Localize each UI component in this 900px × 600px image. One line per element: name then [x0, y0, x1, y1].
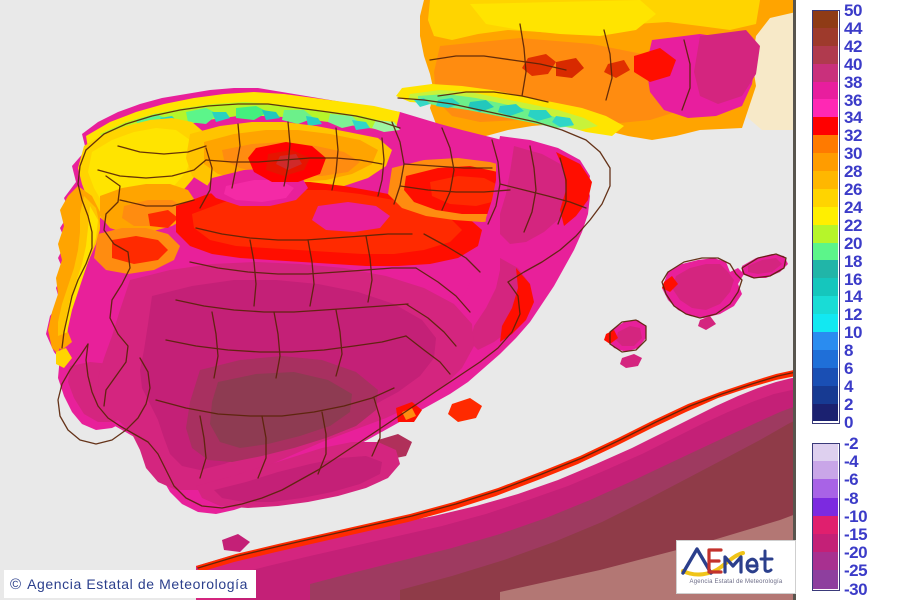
- colorbar-band-2-to-0: [812, 403, 838, 422]
- colorbar-tick-20: 20: [844, 233, 862, 253]
- colorbar-tick-26: 26: [844, 180, 862, 199]
- colorbar-tick-40: 40: [844, 54, 862, 74]
- colorbar-band-14-to-12: [812, 296, 838, 315]
- colorbar-tick-16: 16: [844, 269, 862, 289]
- colorbar-tick-4: 4: [844, 376, 853, 396]
- colorbar-tick-32: 32: [844, 126, 862, 146]
- colorbar-tick-10: 10: [844, 323, 862, 343]
- colorbar-tick-28: 28: [844, 162, 862, 182]
- colorbar-cold-bands: [812, 443, 838, 589]
- colorbar-band--20-to--25: [812, 552, 838, 571]
- colorbar-band-50-to-44: [812, 10, 838, 28]
- aemet-tagline: Agencia Estatal de Meteorología: [689, 579, 783, 585]
- colorbar-band-36-to-34: [812, 99, 838, 118]
- colorbar-band-8-to-6: [812, 349, 838, 368]
- colorbar-band-34-to-32: [812, 117, 838, 136]
- colorbar-band-6-to-4: [812, 367, 838, 386]
- colorbar-band-38-to-36: [812, 81, 838, 100]
- colorbar-tick-2: 2: [844, 394, 853, 414]
- colorbar-tick-6: 6: [844, 359, 853, 378]
- colorbar-tick-18: 18: [844, 251, 862, 271]
- aemet-logo: Agencia Estatal de Meteorología: [676, 540, 796, 594]
- copyright-text: Agencia Estatal de Meteorología: [27, 576, 249, 592]
- colorbar-tick-22: 22: [844, 215, 862, 235]
- copyright-icon: ©: [10, 575, 22, 593]
- colorbar-band-24-to-22: [812, 206, 838, 225]
- colorbar-band--4-to--6: [812, 461, 838, 480]
- colorbar-tick--4: -4: [844, 452, 859, 472]
- aemet-wordmark-icon: [681, 547, 774, 577]
- colorbar-tick--25: -25: [844, 561, 868, 581]
- colorbar-band-28-to-26: [812, 171, 838, 189]
- colorbar-band-26-to-24: [812, 188, 838, 207]
- colorbar-tick-42: 42: [844, 36, 862, 56]
- colorbar-band-40-to-38: [812, 63, 838, 82]
- colorbar-band-10-to-8: [812, 332, 838, 350]
- colorbar-tick--15: -15: [844, 525, 868, 544]
- colorbar-tick--10: -10: [844, 506, 868, 526]
- colorbar-band-42-to-40: [812, 45, 838, 64]
- colorbar-band-22-to-20: [812, 224, 838, 243]
- colorbar-band-20-to-18: [812, 242, 838, 261]
- colorbar-band-18-to-16: [812, 260, 838, 279]
- colorbar-band-4-to-2: [812, 385, 838, 404]
- colorbar-tick-34: 34: [844, 108, 862, 128]
- colorbar-tick-8: 8: [844, 341, 853, 361]
- colorbar-tick-36: 36: [844, 90, 862, 110]
- colorbar-band-32-to-30: [812, 135, 838, 154]
- colorbar-tick-38: 38: [844, 72, 862, 92]
- temperature-colorbar: 50 44 42 40 38 36 34 32 30 28 26 24 22 20 18 16 14 12 10 8 6…: [812, 0, 900, 600]
- colorbar-tick--6: -6: [844, 470, 859, 490]
- map-canvas: [46, 0, 796, 600]
- temperature-map: [0, 0, 796, 600]
- colorbar-band-30-to-28: [812, 153, 838, 172]
- colorbar-band-44-to-42: [812, 27, 838, 46]
- colorbar-band--8-to--10: [812, 497, 838, 516]
- map-frame-border: [793, 0, 796, 600]
- colorbar-tick-14: 14: [844, 287, 862, 307]
- colorbar-tick--2: -2: [844, 434, 859, 453]
- colorbar-tick-0: 0: [844, 412, 853, 432]
- colorbar-band--10-to--15: [812, 515, 838, 534]
- colorbar-band--15-to--20: [812, 533, 838, 553]
- colorbar-band--2-to--4: [812, 443, 838, 462]
- copyright-banner: © Agencia Estatal de Meteorología: [4, 570, 257, 598]
- colorbar-tick--8: -8: [844, 488, 859, 508]
- colorbar-band--6-to--8: [812, 479, 838, 498]
- colorbar-tick--30: -30: [844, 579, 868, 599]
- colorbar-band-12-to-10: [812, 314, 838, 333]
- colorbar-tick-44: 44: [844, 18, 862, 38]
- colorbar-tick--20: -20: [844, 543, 868, 563]
- colorbar-tick-12: 12: [844, 305, 862, 325]
- colorbar-tick-50: 50: [844, 1, 862, 20]
- colorbar-warm-bands: [812, 10, 838, 422]
- colorbar-band--25-to--30: [812, 570, 838, 589]
- colorbar-tick-30: 30: [844, 144, 862, 164]
- colorbar-band-16-to-14: [812, 278, 838, 297]
- colorbar-tick-24: 24: [844, 197, 862, 217]
